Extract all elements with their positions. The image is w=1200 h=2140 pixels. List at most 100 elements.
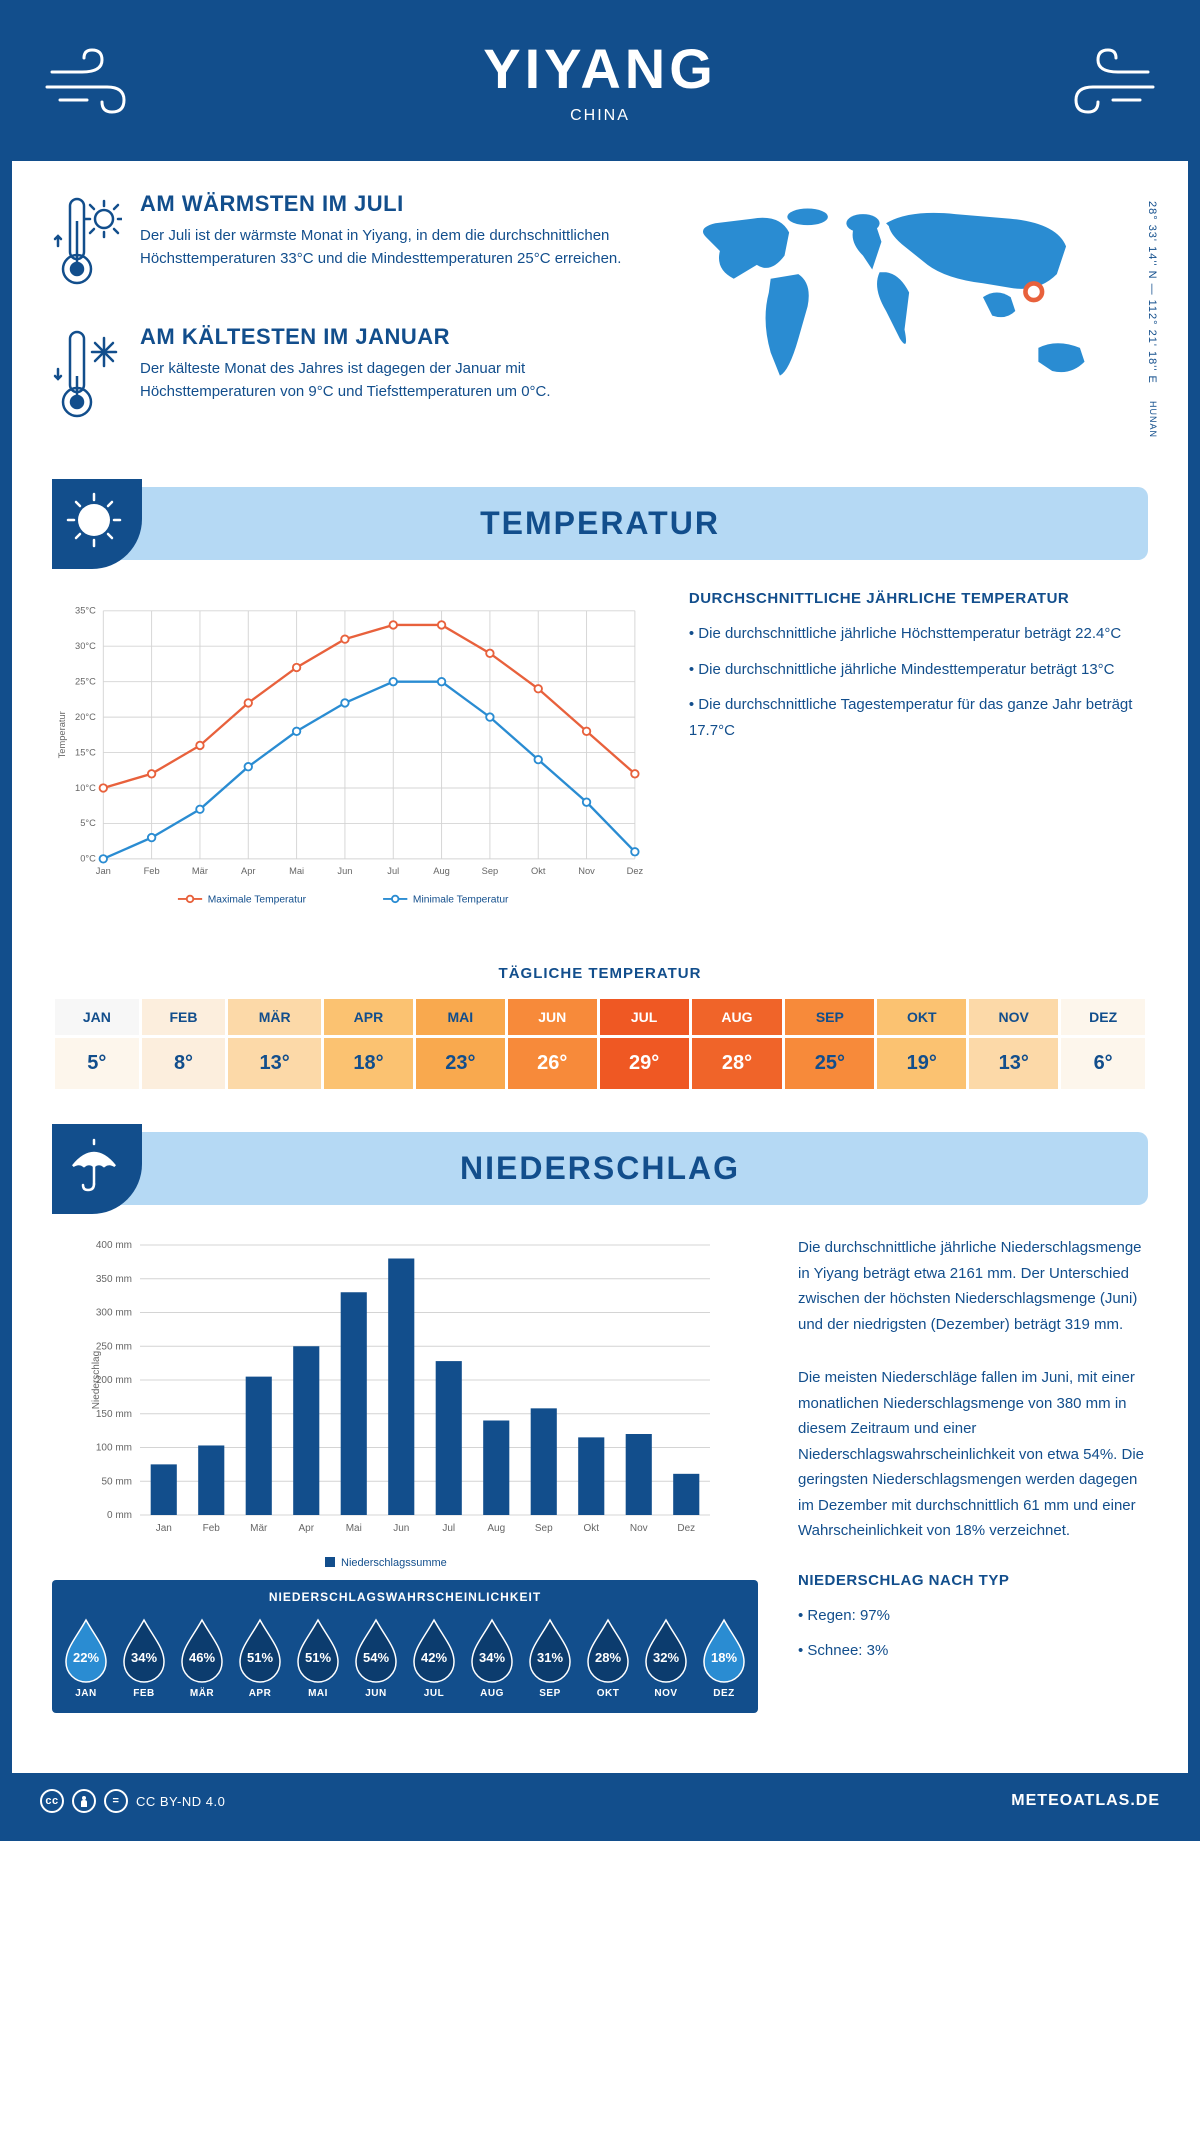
header: YIYANG CHINA (12, 12, 1188, 161)
table-head: SEP (785, 999, 874, 1035)
city-title: YIYANG (12, 36, 1188, 101)
table-cell: 26° (508, 1038, 597, 1089)
svg-text:Dez: Dez (627, 866, 644, 876)
drop-icon: 18% (696, 1614, 752, 1686)
svg-text:Jun: Jun (337, 866, 352, 876)
drop-icon: 31% (522, 1614, 578, 1686)
table-head: FEB (142, 999, 226, 1035)
precip-type: • Schnee: 3% (798, 1638, 1148, 1664)
brand-text: METEOATLAS.DE (1011, 1792, 1160, 1810)
table-head: DEZ (1061, 999, 1145, 1035)
table-cell: 19° (877, 1038, 966, 1089)
table-head: JUN (508, 999, 597, 1035)
svg-text:100 mm: 100 mm (96, 1443, 132, 1454)
svg-text:Aug: Aug (487, 1523, 505, 1534)
svg-text:Maximale Temperatur: Maximale Temperatur (208, 895, 307, 906)
table-cell: 8° (142, 1038, 226, 1089)
world-map (652, 191, 1148, 431)
table-cell: 23° (416, 1038, 505, 1089)
thermometer-cold-icon (52, 324, 122, 424)
svg-text:Feb: Feb (144, 866, 160, 876)
temperature-banner: TEMPERATUR (52, 487, 1148, 560)
footer: cc = CC BY-ND 4.0 METEOATLAS.DE (12, 1773, 1188, 1829)
nd-icon: = (104, 1789, 128, 1813)
region-label: HUNAN (1148, 401, 1158, 438)
precip-paragraph: Die meisten Niederschläge fallen im Juni… (798, 1365, 1148, 1544)
warmest-title: AM WÄRMSTEN IM JULI (140, 191, 622, 217)
precip-type-title: NIEDERSCHLAG NACH TYP (798, 1572, 1148, 1589)
temperature-title: TEMPERATUR (52, 505, 1148, 542)
thermometer-hot-icon (52, 191, 122, 291)
svg-text:Dez: Dez (677, 1523, 695, 1534)
table-head: JUL (600, 999, 689, 1035)
svg-text:Jul: Jul (387, 866, 399, 876)
temp-fact: • Die durchschnittliche jährliche Höchst… (689, 621, 1148, 647)
license-text: CC BY-ND 4.0 (136, 1794, 225, 1809)
svg-text:Jun: Jun (393, 1523, 409, 1534)
umbrella-icon (65, 1136, 123, 1194)
table-head: JAN (55, 999, 139, 1035)
table-head: MAI (416, 999, 505, 1035)
svg-text:350 mm: 350 mm (96, 1274, 132, 1285)
svg-text:0 mm: 0 mm (107, 1510, 132, 1521)
table-cell: 25° (785, 1038, 874, 1089)
svg-text:Mai: Mai (289, 866, 304, 876)
table-cell: 5° (55, 1038, 139, 1089)
warmest-fact: AM WÄRMSTEN IM JULIDer Juli ist der wärm… (52, 191, 622, 296)
wind-icon (1048, 42, 1158, 122)
svg-text:Apr: Apr (298, 1523, 314, 1534)
drop-icon: 51% (232, 1614, 288, 1686)
table-cell: 13° (228, 1038, 321, 1089)
table-cell: 28° (692, 1038, 783, 1089)
drop-icon: 34% (464, 1614, 520, 1686)
svg-text:5°C: 5°C (80, 818, 96, 828)
location-marker (1026, 283, 1043, 300)
svg-text:150 mm: 150 mm (96, 1409, 132, 1420)
precip-banner: NIEDERSCHLAG (52, 1132, 1148, 1205)
svg-text:Sep: Sep (482, 866, 499, 876)
table-cell: 13° (969, 1038, 1058, 1089)
table-cell: 18° (324, 1038, 413, 1089)
table-cell: 29° (600, 1038, 689, 1089)
precip-probability-box: NIEDERSCHLAGSWAHRSCHEINLICHKEIT 22%JAN34… (52, 1580, 758, 1713)
precip-chart: 0 mm50 mm100 mm150 mm200 mm250 mm300 mm3… (52, 1235, 758, 1575)
svg-text:Mai: Mai (346, 1523, 362, 1534)
svg-text:Nov: Nov (578, 866, 595, 876)
prob-title: NIEDERSCHLAGSWAHRSCHEINLICHKEIT (58, 1590, 752, 1604)
country-label: CHINA (12, 107, 1188, 125)
coordinates: 28° 33' 14'' N — 112° 21' 18'' E (1146, 201, 1158, 384)
svg-text:20°C: 20°C (75, 712, 96, 722)
drop-icon: 42% (406, 1614, 462, 1686)
svg-text:Nov: Nov (630, 1523, 648, 1534)
cc-icon: cc (40, 1789, 64, 1813)
svg-text:250 mm: 250 mm (96, 1341, 132, 1352)
table-head: NOV (969, 999, 1058, 1035)
svg-text:300 mm: 300 mm (96, 1308, 132, 1319)
svg-text:Temperatur: Temperatur (57, 711, 67, 758)
svg-text:Sep: Sep (535, 1523, 553, 1534)
svg-text:Jan: Jan (156, 1523, 172, 1534)
coldest-title: AM KÄLTESTEN IM JANUAR (140, 324, 622, 350)
temp-fact: • Die durchschnittliche Tagestemperatur … (689, 692, 1148, 743)
svg-text:Apr: Apr (241, 866, 256, 876)
coldest-fact: AM KÄLTESTEN IM JANUARDer kälteste Monat… (52, 324, 622, 429)
table-head: APR (324, 999, 413, 1035)
svg-text:Jul: Jul (442, 1523, 455, 1534)
drop-icon: 34% (116, 1614, 172, 1686)
precip-title: NIEDERSCHLAG (52, 1150, 1148, 1187)
daily-temp-table: JANFEBMÄRAPRMAIJUNJULAUGSEPOKTNOVDEZ 5°8… (52, 996, 1148, 1092)
svg-text:Minimale Temperatur: Minimale Temperatur (413, 895, 509, 906)
svg-text:15°C: 15°C (75, 747, 96, 757)
drop-icon: 54% (348, 1614, 404, 1686)
svg-text:Niederschlag: Niederschlag (91, 1351, 102, 1409)
temp-fact: • Die durchschnittliche jährliche Mindes… (689, 657, 1148, 683)
svg-text:Jan: Jan (96, 866, 111, 876)
svg-text:10°C: 10°C (75, 783, 96, 793)
svg-text:35°C: 35°C (75, 606, 96, 616)
daily-temp-title: TÄGLICHE TEMPERATUR (52, 965, 1148, 982)
svg-text:0°C: 0°C (80, 854, 96, 864)
precip-type: • Regen: 97% (798, 1603, 1148, 1629)
drop-icon: 22% (58, 1614, 114, 1686)
drop-icon: 51% (290, 1614, 346, 1686)
svg-text:30°C: 30°C (75, 641, 96, 651)
